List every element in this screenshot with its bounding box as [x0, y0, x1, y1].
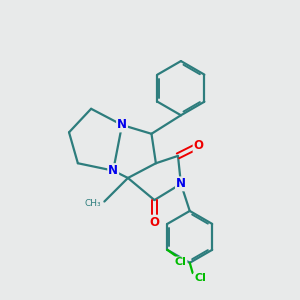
- Text: O: O: [194, 139, 204, 152]
- Text: N: N: [108, 164, 118, 177]
- Text: Cl: Cl: [194, 273, 206, 284]
- Text: CH₃: CH₃: [84, 199, 101, 208]
- Text: N: N: [117, 118, 127, 131]
- Text: Cl: Cl: [175, 257, 187, 268]
- Text: O: O: [149, 216, 159, 229]
- Text: N: N: [176, 177, 186, 190]
